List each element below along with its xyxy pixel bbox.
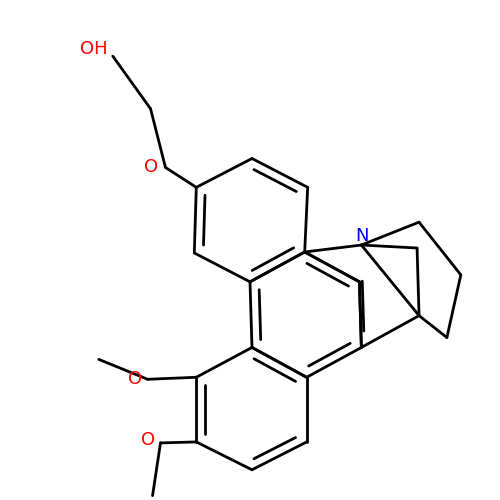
Text: O: O [141, 432, 155, 450]
Text: O: O [144, 158, 158, 176]
Text: N: N [356, 227, 369, 245]
Text: OH: OH [80, 40, 108, 58]
Text: O: O [128, 370, 142, 388]
